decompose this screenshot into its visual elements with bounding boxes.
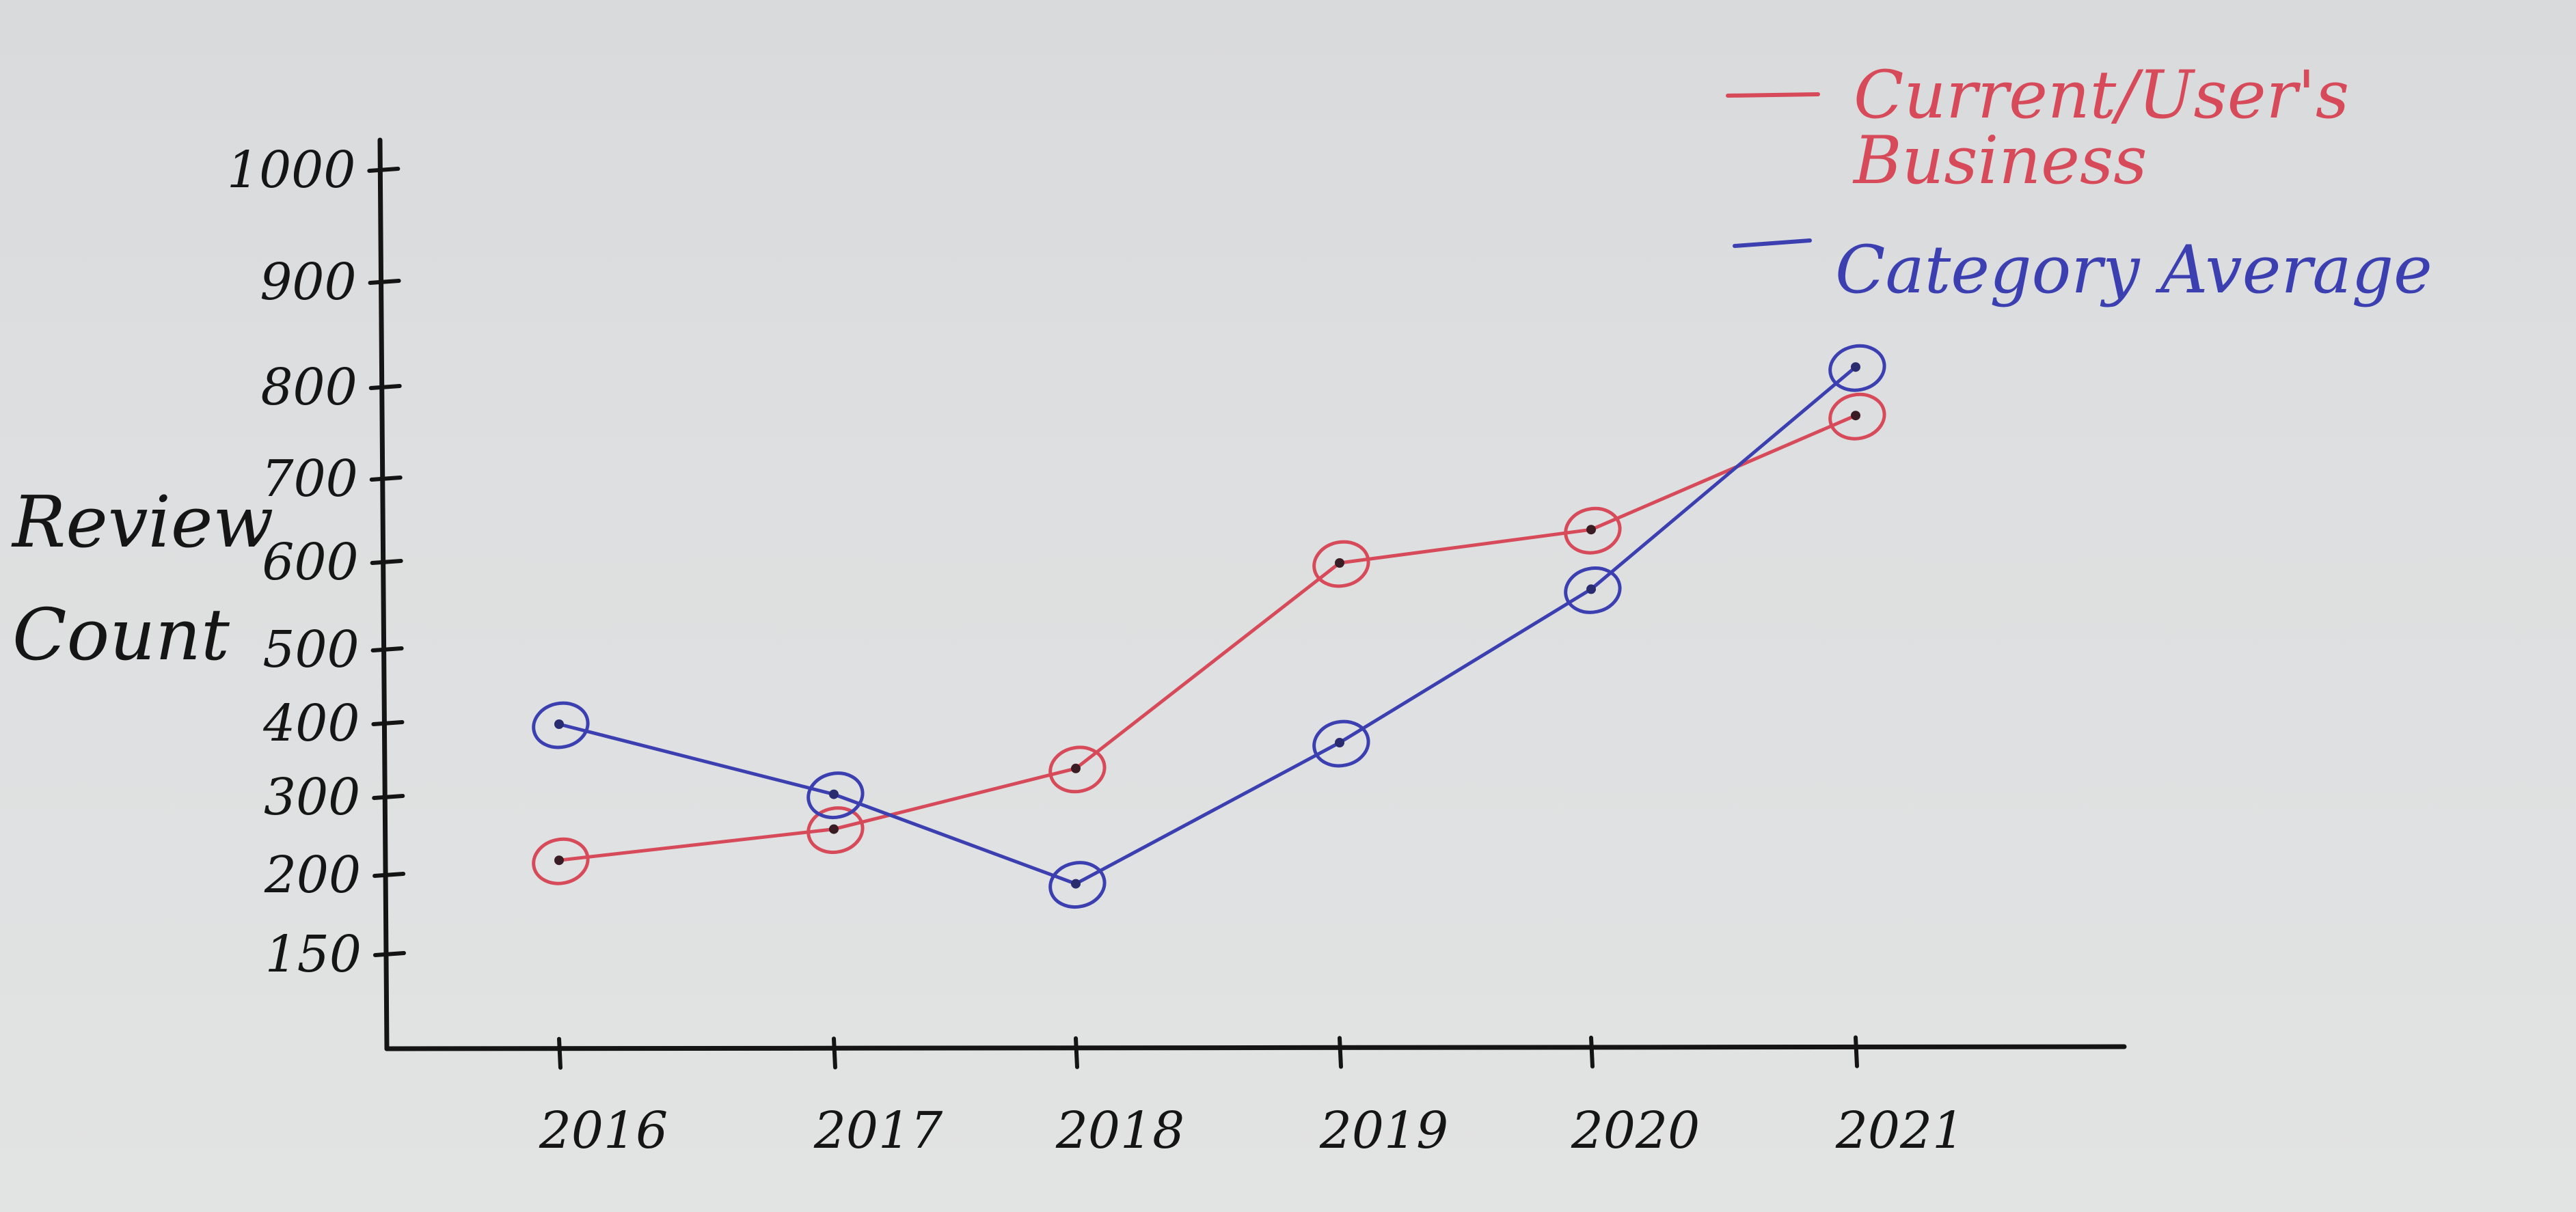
x-tick-label-2018: 2018 [1055, 1101, 1184, 1160]
legend-swatch-category-average [1733, 238, 1812, 248]
data-point-category-average-2019 [1312, 719, 1370, 768]
y-tick-label-150: 150 [265, 925, 362, 984]
y-axis-label-line-1: Review [11, 480, 273, 564]
data-point-current-user-s-business-2017 [806, 806, 865, 855]
data-point-category-average-2016 [532, 701, 590, 749]
x-tick-label-2020: 2020 [1571, 1101, 1700, 1160]
data-point-current-user-s-business-2018 [1048, 745, 1107, 794]
legend-swatch-current-business [1726, 92, 1820, 98]
y-axis-label: Review Count [11, 480, 273, 676]
data-point-category-average-2017 [806, 771, 865, 820]
legend-label-current-business-line-1: Current/User's [1854, 57, 2349, 133]
y-tick-900 [368, 279, 401, 285]
data-point-current-user-s-business-2016 [532, 837, 590, 885]
y-tick-500 [370, 646, 404, 652]
y-tick-label-800: 800 [260, 358, 357, 417]
x-tick-label-2017: 2017 [813, 1101, 943, 1160]
data-point-category-average-2018 [1048, 861, 1107, 909]
y-tick-150 [372, 951, 406, 957]
x-tick-2020 [1589, 1035, 1595, 1069]
series-line-category-average [557, 365, 1858, 886]
x-tick-label-2016: 2016 [539, 1101, 668, 1160]
y-axis-label-line-2: Count [12, 593, 230, 676]
legend-label-category-average: Category Average [1835, 232, 2432, 308]
series-line-current-user-s-business [557, 413, 1858, 862]
y-tick-800 [368, 384, 402, 390]
x-tick-2018 [1074, 1036, 1079, 1069]
y-tick-label-700: 700 [261, 450, 357, 508]
y-axis-line [377, 137, 390, 1051]
y-tick-label-900: 900 [260, 253, 356, 312]
y-tick-label-500: 500 [262, 620, 359, 679]
data-point-category-average-2021 [1828, 344, 1886, 392]
x-tick-2019 [1338, 1036, 1343, 1069]
y-ticks: 150 200 300 400 500 600 700 800 900 1000 [227, 141, 406, 984]
x-tick-2016 [557, 1036, 562, 1070]
series-layer [532, 344, 1886, 909]
y-tick-1000 [367, 167, 401, 173]
x-tick-label-2021: 2021 [1835, 1101, 1964, 1160]
legend-label-current-business-line-2: Business [1852, 122, 2147, 199]
y-tick-label-400: 400 [262, 694, 360, 753]
data-point-current-user-s-business-2019 [1312, 540, 1370, 588]
x-axis-line [384, 1044, 2127, 1051]
y-tick-label-600: 600 [262, 533, 358, 592]
y-tick-label-1000: 1000 [227, 141, 355, 199]
x-tick-2021 [1854, 1035, 1859, 1069]
axes [377, 137, 2127, 1051]
x-tick-label-2019: 2019 [1319, 1101, 1448, 1160]
y-tick-label-300: 300 [264, 768, 360, 827]
y-tick-300 [372, 794, 405, 800]
y-tick-600 [370, 559, 403, 565]
y-tick-400 [371, 720, 405, 726]
y-tick-700 [369, 476, 403, 482]
data-point-category-average-2020 [1564, 566, 1622, 614]
x-tick-2017 [832, 1036, 837, 1070]
y-tick-label-200: 200 [264, 846, 361, 905]
y-tick-200 [372, 872, 406, 878]
data-point-current-user-s-business-2020 [1564, 506, 1622, 555]
data-point-current-user-s-business-2021 [1828, 392, 1886, 441]
legend: Current/User's Business Category Average [1726, 57, 2432, 308]
x-ticks: 2016 2017 2018 2019 2020 2021 [539, 1035, 1964, 1160]
